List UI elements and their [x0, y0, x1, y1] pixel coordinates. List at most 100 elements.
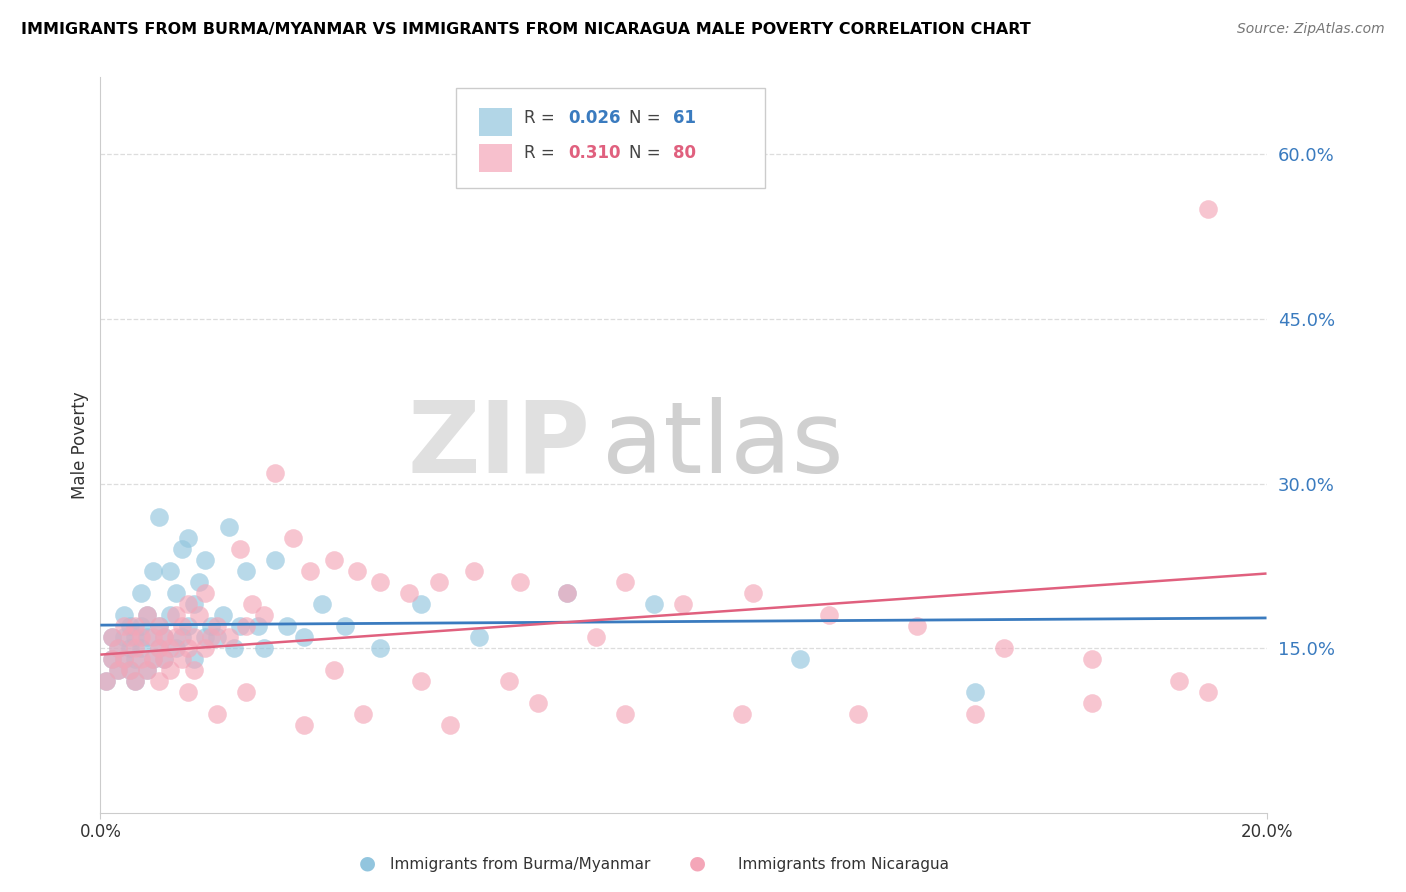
- Point: [205, 619, 228, 633]
- Point: [294, 718, 316, 732]
- Text: Immigrants from Nicaragua: Immigrants from Nicaragua: [738, 857, 949, 872]
- FancyBboxPatch shape: [456, 88, 765, 187]
- Point: [235, 565, 257, 579]
- Point: [742, 586, 765, 600]
- Text: N =: N =: [628, 109, 665, 127]
- Point: [183, 663, 205, 677]
- Point: [322, 553, 344, 567]
- Text: 0.026: 0.026: [568, 109, 620, 127]
- Point: [205, 630, 228, 644]
- Point: [240, 598, 263, 612]
- Point: [299, 565, 322, 579]
- Point: [129, 652, 152, 666]
- Point: [148, 641, 170, 656]
- Point: [170, 619, 193, 633]
- Point: [235, 685, 257, 699]
- Point: [252, 641, 274, 656]
- Point: [264, 466, 287, 480]
- Point: [224, 641, 246, 656]
- Point: [124, 630, 146, 644]
- Point: [112, 619, 135, 633]
- Point: [509, 575, 531, 590]
- Point: [555, 586, 578, 600]
- Text: ●: ●: [689, 854, 706, 872]
- Point: [107, 641, 129, 656]
- Point: [112, 608, 135, 623]
- Point: [101, 652, 124, 666]
- Point: [101, 630, 124, 644]
- Point: [170, 652, 193, 666]
- Point: [96, 674, 118, 689]
- Point: [194, 630, 217, 644]
- Point: [170, 542, 193, 557]
- Point: [136, 608, 159, 623]
- Point: [643, 598, 665, 612]
- Point: [1197, 685, 1219, 699]
- Point: [281, 532, 304, 546]
- Point: [229, 619, 252, 633]
- Point: [159, 608, 181, 623]
- Point: [136, 630, 159, 644]
- Point: [148, 619, 170, 633]
- Point: [188, 575, 211, 590]
- Point: [188, 608, 211, 623]
- Point: [129, 641, 152, 656]
- Point: [427, 575, 450, 590]
- Point: [1168, 674, 1191, 689]
- Point: [409, 598, 432, 612]
- Point: [335, 619, 357, 633]
- Point: [177, 685, 200, 699]
- Point: [194, 641, 217, 656]
- Point: [1197, 202, 1219, 216]
- Point: [200, 630, 222, 644]
- Point: [148, 509, 170, 524]
- Point: [294, 630, 316, 644]
- Point: [101, 630, 124, 644]
- Point: [118, 641, 141, 656]
- Text: R =: R =: [523, 109, 560, 127]
- Point: [905, 619, 928, 633]
- Point: [177, 641, 200, 656]
- Point: [614, 707, 637, 722]
- Text: IMMIGRANTS FROM BURMA/MYANMAR VS IMMIGRANTS FROM NICARAGUA MALE POVERTY CORRELAT: IMMIGRANTS FROM BURMA/MYANMAR VS IMMIGRA…: [21, 22, 1031, 37]
- Point: [177, 619, 200, 633]
- Point: [142, 630, 165, 644]
- Point: [142, 652, 165, 666]
- Point: [112, 652, 135, 666]
- Text: 80: 80: [673, 144, 696, 161]
- Point: [731, 707, 754, 722]
- Point: [183, 598, 205, 612]
- Point: [352, 707, 374, 722]
- Point: [148, 674, 170, 689]
- Point: [118, 619, 141, 633]
- Point: [585, 630, 607, 644]
- Point: [136, 663, 159, 677]
- Point: [165, 630, 187, 644]
- Point: [229, 542, 252, 557]
- Point: [177, 532, 200, 546]
- Point: [276, 619, 298, 633]
- Text: N =: N =: [628, 144, 665, 161]
- Point: [555, 586, 578, 600]
- Point: [235, 619, 257, 633]
- Point: [96, 674, 118, 689]
- Point: [818, 608, 841, 623]
- Point: [200, 619, 222, 633]
- Point: [963, 707, 986, 722]
- Point: [129, 619, 152, 633]
- FancyBboxPatch shape: [479, 144, 512, 171]
- Point: [194, 553, 217, 567]
- Point: [159, 641, 181, 656]
- Text: ZIP: ZIP: [408, 397, 591, 493]
- Point: [165, 608, 187, 623]
- Point: [177, 598, 200, 612]
- Text: Source: ZipAtlas.com: Source: ZipAtlas.com: [1237, 22, 1385, 37]
- Point: [672, 598, 695, 612]
- Text: R =: R =: [523, 144, 560, 161]
- Point: [153, 630, 176, 644]
- Text: 0.310: 0.310: [568, 144, 620, 161]
- Point: [107, 641, 129, 656]
- Text: Immigrants from Burma/Myanmar: Immigrants from Burma/Myanmar: [389, 857, 651, 872]
- Point: [246, 619, 269, 633]
- Point: [107, 663, 129, 677]
